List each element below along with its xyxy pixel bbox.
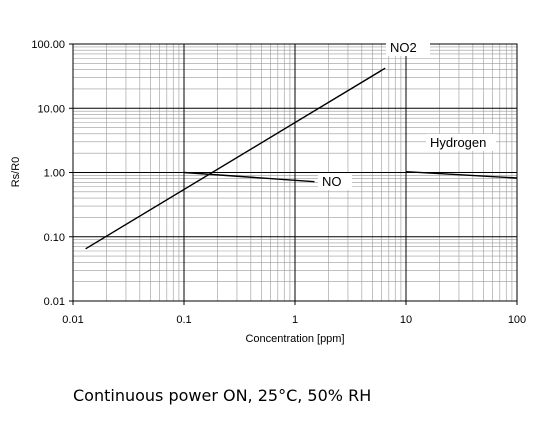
series-label-background [318, 173, 352, 190]
series-line-no2 [85, 67, 386, 250]
series-label-no2: NO2 [390, 40, 417, 55]
x-tick-label: 1 [292, 314, 298, 326]
series-label-background [386, 39, 430, 56]
y-tick-label: 0.10 [44, 232, 65, 244]
series-labels: NO2 NO Hydrogen [318, 39, 496, 190]
x-tick-label: 0.1 [176, 314, 191, 326]
y-tick-label: 100.00 [31, 39, 65, 51]
x-axis-ticks: 0.01 0.1 1 10 100 [62, 301, 526, 326]
series-label-no: NO [322, 174, 342, 189]
y-tick-label: 10.00 [37, 103, 65, 115]
y-axis-title: Rs/R0 [10, 157, 22, 188]
y-axis-ticks: 0.01 0.10 1.00 10.00 100.00 [31, 39, 73, 308]
chart-caption: Continuous power ON, 25°C, 50% RH [73, 386, 372, 405]
major-gridlines [73, 44, 517, 301]
series-lines [85, 67, 518, 250]
x-tick-label: 10 [400, 314, 412, 326]
series-label-background [426, 134, 496, 151]
y-tick-label: 1.00 [44, 168, 65, 180]
series-line-hydrogen [405, 171, 518, 179]
x-axis-title: Concentration [ppm] [245, 333, 344, 345]
series-label-hydrogen: Hydrogen [430, 135, 486, 150]
x-tick-label: 0.01 [62, 314, 83, 326]
series-line-no [183, 171, 315, 183]
y-tick-label: 0.01 [44, 296, 65, 308]
x-tick-label: 100 [508, 314, 526, 326]
